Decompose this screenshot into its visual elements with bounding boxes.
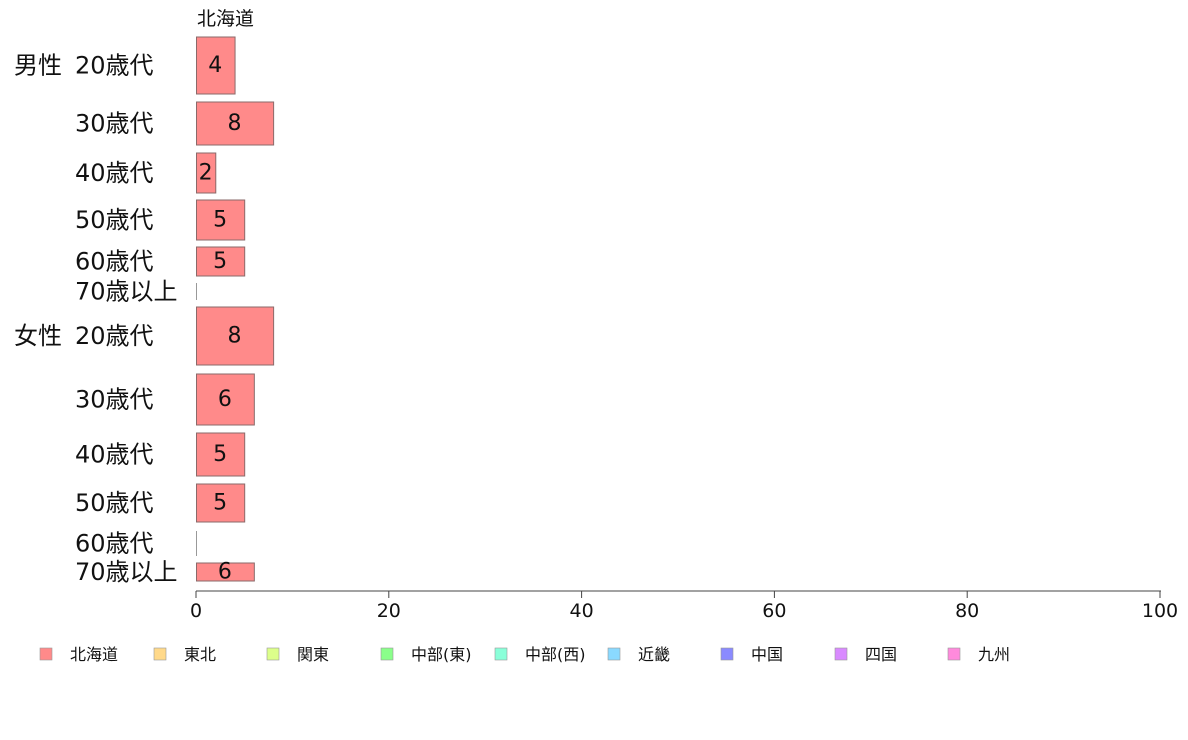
data-label-8: 6 [218, 387, 232, 412]
x-tick-label-1: 0 [190, 600, 202, 622]
legend-label-6: 近畿 [638, 645, 670, 664]
legend-swatch-7 [720, 647, 734, 661]
data-label-12: 6 [218, 560, 232, 585]
legend-label-2: 東北 [184, 645, 216, 664]
bar-8 [196, 373, 255, 426]
bar-7 [196, 306, 275, 366]
legend-label-3: 関東 [297, 645, 329, 664]
age-label-2: 30歳代 [75, 110, 154, 138]
bar-5 [196, 246, 246, 277]
legend: 北海道 東北 関東 中部(東) 中部(西) 近畿 中国 四国 九州 [39, 645, 1010, 664]
age-label-8: 30歳代 [75, 386, 154, 414]
data-label-10: 5 [213, 491, 227, 516]
age-label-11: 60歳代 [75, 530, 154, 558]
legend-swatch-3 [266, 647, 280, 661]
data-label-3: 2 [199, 161, 213, 186]
series-title: 北海道 [197, 8, 254, 30]
legend-label-8: 四国 [865, 645, 897, 664]
x-tick-label-4: 60 [762, 600, 786, 622]
bar-9 [196, 432, 246, 477]
legend-swatch-4 [380, 647, 394, 661]
legend-swatch-5 [494, 647, 508, 661]
x-tick-label-5: 80 [955, 600, 979, 622]
x-tick-label-3: 40 [570, 600, 594, 622]
age-label-1: 20歳代 [75, 52, 154, 80]
legend-label-4: 中部(東) [411, 645, 472, 664]
age-label-7: 20歳代 [75, 322, 154, 350]
x-axis-ticks: 0 20 40 60 80 100 [190, 591, 1178, 622]
legend-label-9: 九州 [978, 645, 1010, 664]
x-tick-label-6: 100 [1142, 600, 1178, 622]
legend-label-1: 北海道 [70, 645, 118, 664]
data-label-7: 8 [228, 324, 242, 349]
age-label-5: 60歳代 [75, 248, 154, 276]
age-label-9: 40歳代 [75, 441, 154, 469]
bar-12 [196, 562, 255, 582]
y-axis-labels: 20歳代男性30歳代40歳代50歳代60歳代70歳以上20歳代女性30歳代40歳… [14, 52, 178, 587]
x-tick-label-2: 20 [377, 600, 401, 622]
legend-label-7: 中国 [751, 645, 783, 664]
data-label-1: 4 [208, 53, 222, 78]
age-label-3: 40歳代 [75, 159, 154, 187]
age-label-12: 70歳以上 [75, 558, 178, 586]
legend-swatch-9 [947, 647, 961, 661]
data-label-5: 5 [213, 249, 227, 274]
data-label-9: 5 [213, 442, 227, 467]
age-label-4: 50歳代 [75, 206, 154, 234]
bar-4 [196, 199, 246, 241]
bar-2 [196, 101, 275, 146]
bar-1 [196, 36, 236, 95]
legend-swatch-8 [834, 647, 848, 661]
age-label-10: 50歳代 [75, 489, 154, 517]
bar-3 [196, 152, 217, 194]
data-label-4: 5 [213, 208, 227, 233]
data-label-2: 8 [228, 111, 242, 136]
gender-label-7: 女性 [14, 322, 62, 350]
legend-swatch-1 [39, 647, 53, 661]
legend-label-5: 中部(西) [525, 645, 586, 664]
age-label-6: 70歳以上 [75, 278, 178, 306]
legend-swatch-2 [153, 647, 167, 661]
bar-10 [196, 483, 246, 523]
gender-label-1: 男性 [14, 52, 62, 80]
legend-swatch-6 [607, 647, 621, 661]
